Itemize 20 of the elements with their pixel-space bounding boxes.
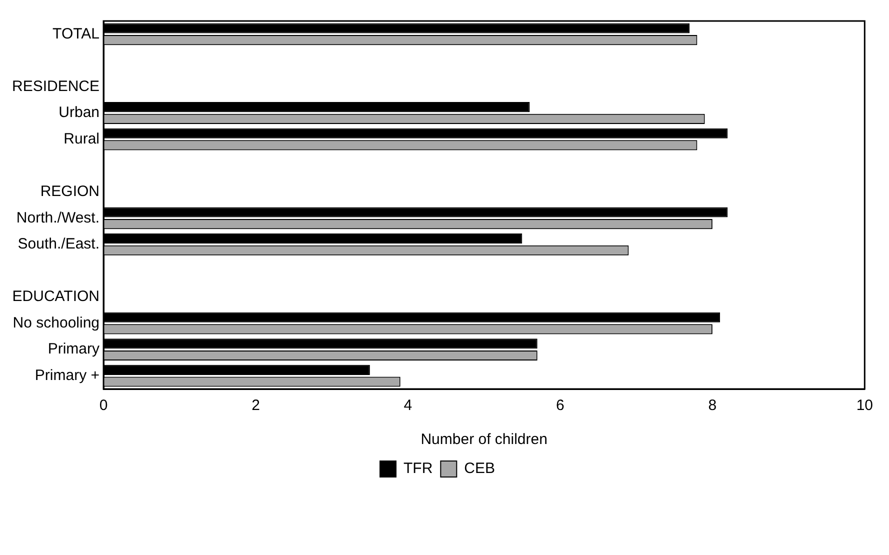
x-tick-label: 6: [556, 397, 564, 414]
x-tick-label: 2: [252, 397, 260, 414]
legend-label: CEB: [464, 460, 495, 478]
y-tick-label: South./East.: [18, 236, 100, 253]
y-tick-label: RESIDENCE: [12, 78, 100, 95]
y-tick-label: TOTAL: [52, 25, 100, 42]
x-tick-label: 8: [708, 397, 717, 414]
y-tick-label: Primary: [48, 340, 100, 358]
legend-label: TFR: [404, 460, 433, 478]
x-tick-label: 10: [856, 397, 873, 414]
x-axis-title: Number of children: [420, 431, 548, 448]
y-tick-label: Urban: [58, 104, 100, 122]
y-tick-label: North./West.: [16, 209, 100, 226]
y-tick-label: Rural: [64, 130, 100, 148]
y-tick-label: EDUCATION: [12, 288, 100, 306]
y-tick-label: No schooling: [12, 314, 100, 332]
x-tick-label: 4: [404, 397, 412, 414]
y-tick-label: Primary +: [34, 367, 100, 384]
x-tick-label: 0: [99, 397, 108, 414]
y-tick-label: REGION: [40, 183, 100, 200]
